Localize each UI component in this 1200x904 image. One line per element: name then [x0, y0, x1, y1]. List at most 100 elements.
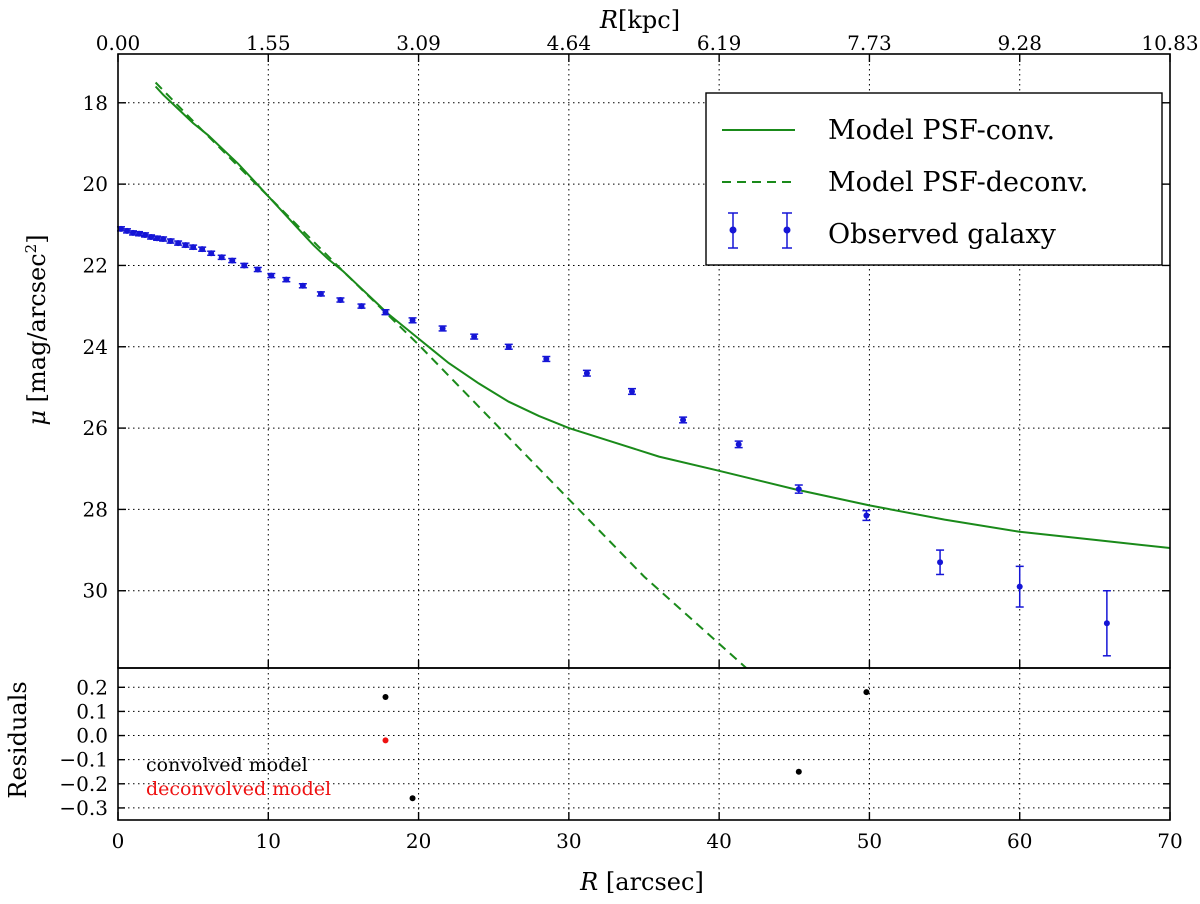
observed-point	[240, 262, 249, 269]
residuals-y-tick-label: −0.1	[59, 748, 108, 772]
observed-point	[147, 233, 156, 240]
observed-marker	[337, 297, 344, 304]
main-y-tick-label: 30	[83, 579, 108, 603]
observed-point	[217, 254, 226, 261]
top-axis-label: R[kpc]	[599, 6, 680, 34]
observed-marker	[505, 343, 512, 350]
observed-marker	[268, 272, 275, 279]
tick-marks	[117, 54, 1171, 820]
observed-point	[282, 276, 291, 283]
top-x-tick-label: 1.55	[246, 31, 291, 55]
observed-point	[141, 231, 150, 238]
observed-point	[627, 387, 636, 396]
residuals-y-axis-label: Residuals	[4, 681, 32, 798]
observed-point	[408, 317, 417, 324]
observed-point	[504, 343, 513, 350]
observed-point	[794, 484, 803, 494]
top-x-tick-label: 10.83	[1141, 31, 1198, 55]
observed-marker	[175, 240, 182, 247]
top-x-tick-label: 7.73	[847, 31, 892, 55]
residuals-grid	[118, 668, 1170, 820]
observed-point	[936, 549, 945, 576]
observed-point	[679, 416, 688, 424]
observed-point	[438, 325, 447, 332]
observed-marker	[358, 303, 365, 310]
psf-conv-line	[154, 85, 1170, 549]
residuals-panel-frame	[117, 667, 1171, 821]
observed-point	[357, 303, 366, 310]
main-y-axis-label: μ [mag/arcsec2]	[22, 234, 51, 425]
observed-marker	[199, 246, 206, 253]
observed-marker	[317, 290, 324, 297]
bottom-x-tick-label: 60	[1007, 829, 1032, 853]
bottom-x-tick-label: 30	[556, 829, 581, 853]
observed-marker	[382, 309, 389, 316]
observed-point	[166, 238, 175, 245]
observed-point	[316, 290, 325, 297]
observed-marker	[795, 486, 802, 493]
observed-marker	[628, 388, 635, 395]
observed-point	[267, 272, 276, 279]
observed-point	[153, 235, 162, 242]
observed-point	[582, 369, 591, 377]
top-x-tick-label: 6.19	[697, 31, 742, 55]
observed-marker	[1016, 583, 1023, 590]
residuals-y-tick-label: 0.1	[76, 699, 108, 723]
tick-labels: 0 0.00 10 1.55 20 3.09 30 4.64 40 6.19 50 7.73 60 9.2…	[59, 31, 1198, 853]
residuals-y-tick-label: −0.2	[59, 772, 108, 796]
observed-marker	[182, 242, 189, 249]
residual-convolved-point	[795, 768, 802, 775]
observed-point	[862, 509, 871, 522]
observed-point	[207, 250, 216, 257]
observed-point	[135, 230, 144, 237]
main-y-tick-label: 24	[83, 335, 108, 359]
observed-marker	[208, 250, 215, 257]
observed-marker	[409, 317, 416, 324]
observed-point	[159, 236, 168, 243]
observed-marker	[124, 227, 131, 234]
legend-errorbar-marker	[728, 212, 792, 249]
observed-marker	[167, 238, 174, 245]
observed-point	[189, 244, 198, 251]
main-y-tick-label: 28	[83, 497, 108, 521]
observed-marker	[229, 257, 236, 264]
observed-marker	[160, 236, 167, 243]
bottom-x-tick-label: 10	[256, 829, 281, 853]
residual-convolved-point	[863, 689, 870, 696]
observed-point	[1015, 565, 1024, 608]
observed-marker	[1103, 620, 1110, 627]
top-x-tick-label: 9.28	[997, 31, 1042, 55]
observed-point	[734, 440, 743, 449]
observed-point	[336, 297, 345, 304]
observed-marker	[735, 441, 742, 448]
legend-label-psf-conv: Model PSF-conv.	[828, 115, 1055, 146]
bottom-x-axis-label: R [arcsec]	[579, 868, 704, 896]
observed-point	[198, 246, 207, 253]
residuals-y-tick-label: −0.3	[59, 796, 108, 820]
legend: Model PSF-conv. Model PSF-deconv. Observ…	[705, 92, 1163, 266]
observed-marker	[283, 276, 290, 283]
top-x-tick-label: 4.64	[547, 31, 592, 55]
observed-marker	[136, 230, 143, 237]
bottom-x-tick-label: 0	[112, 829, 125, 853]
observed-marker	[299, 282, 306, 289]
observed-point	[1102, 589, 1111, 657]
legend-box	[705, 92, 1163, 266]
observed-marker	[471, 333, 478, 340]
observed-point	[174, 240, 183, 247]
observed-point	[542, 355, 551, 363]
residuals-y-tick-label: 0.2	[76, 675, 108, 699]
observed-point	[129, 229, 138, 236]
observed-marker	[543, 355, 550, 362]
residual-points-group	[382, 689, 870, 802]
main-y-tick-label: 22	[83, 253, 108, 277]
observed-marker	[254, 266, 261, 273]
observed-marker	[154, 235, 161, 242]
bottom-x-tick-label: 50	[857, 829, 882, 853]
observed-point	[228, 257, 237, 264]
observed-point	[298, 282, 307, 289]
residual-convolved-point	[382, 693, 389, 700]
observed-marker	[130, 229, 137, 236]
